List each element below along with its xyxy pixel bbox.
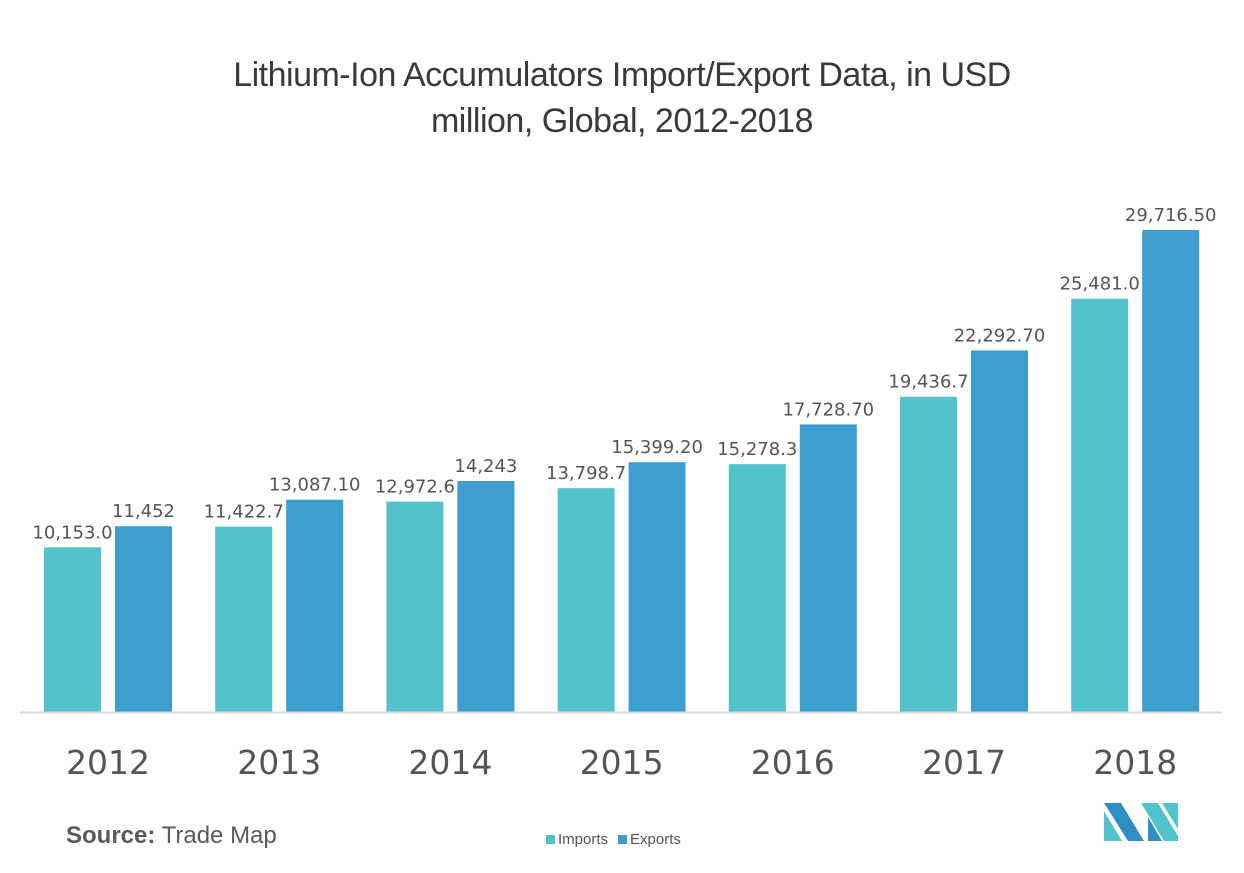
- legend-item-imports: Imports: [546, 831, 608, 848]
- data-label-exports-2015: 15,399.20: [611, 437, 703, 458]
- data-label-imports-2016: 15,278.3: [717, 439, 797, 460]
- bar-exports-2018: [1142, 230, 1200, 712]
- data-label-exports-2016: 17,728.70: [782, 399, 874, 420]
- bar-exports-2014: [457, 480, 515, 712]
- legend-swatch-imports: [546, 835, 555, 844]
- legend-swatch-exports: [618, 835, 628, 844]
- x-tick-label-2014: 2014: [408, 743, 492, 782]
- data-label-exports-2014: 14,243: [454, 456, 517, 477]
- mordor-intelligence-logo-icon: [1104, 803, 1178, 841]
- data-label-imports-2014: 12,972.6: [375, 477, 455, 498]
- source-label: Source:: [66, 822, 156, 849]
- legend: Imports Exports: [546, 831, 681, 848]
- bar-imports-2013: [215, 526, 273, 712]
- bar-imports-2012: [44, 547, 101, 712]
- bar-exports-2016: [799, 424, 857, 712]
- chart-title-line-2: million, Global, 2012-2018: [430, 102, 814, 140]
- legend-label-imports: Imports: [558, 831, 609, 848]
- data-label-exports-2017: 22,292.70: [954, 325, 1046, 346]
- bar-exports-2012: [115, 526, 172, 712]
- bar-imports-2014: [386, 501, 444, 712]
- x-tick-label-2015: 2015: [580, 743, 664, 782]
- bar-exports-2015: [628, 462, 686, 712]
- source-note: Source: Trade Map: [66, 822, 277, 850]
- chart-title-line-1: Lithium-Ion Accumulators Import/Export D…: [233, 56, 1011, 94]
- data-label-exports-2012: 11,452: [112, 501, 175, 522]
- data-label-imports-2015: 13,798.7: [546, 463, 626, 484]
- bar-imports-2015: [557, 488, 615, 712]
- data-label-exports-2013: 13,087.10: [269, 475, 361, 496]
- bar-exports-2017: [971, 350, 1028, 712]
- bar-exports-2013: [286, 499, 344, 712]
- data-label-imports-2018: 25,481.0: [1060, 274, 1140, 295]
- data-label-imports-2013: 11,422.7: [204, 502, 284, 523]
- legend-item-exports: Exports: [618, 831, 681, 848]
- source-value: Trade Map: [161, 822, 277, 849]
- data-label-exports-2018: 29,716.50: [1125, 205, 1217, 226]
- bars-group: 10,153.011,452 11,422.713,087.10 12,972.61…: [32, 205, 1217, 712]
- bar-chart: 10,153.011,452 11,422.713,087.10 12,972.61…: [20, 205, 1222, 782]
- data-label-imports-2017: 19,436.7: [888, 372, 968, 393]
- x-tick-label-2016: 2016: [751, 743, 835, 782]
- bar-imports-2017: [900, 396, 957, 712]
- chart-title: Lithium-Ion Accumulators Import/Export D…: [0, 52, 1244, 144]
- bar-imports-2016: [728, 464, 786, 712]
- x-tick-label-2013: 2013: [237, 743, 321, 782]
- x-axis-tick-labels: 2012 2013 2014 2015 2016 2017 2018: [66, 743, 1177, 782]
- x-tick-label-2018: 2018: [1093, 743, 1177, 782]
- legend-label-exports: Exports: [630, 831, 681, 848]
- bar-imports-2018: [1071, 298, 1129, 712]
- x-tick-label-2012: 2012: [66, 743, 150, 782]
- data-label-imports-2012: 10,153.0: [32, 522, 112, 543]
- x-tick-label-2017: 2017: [922, 743, 1006, 782]
